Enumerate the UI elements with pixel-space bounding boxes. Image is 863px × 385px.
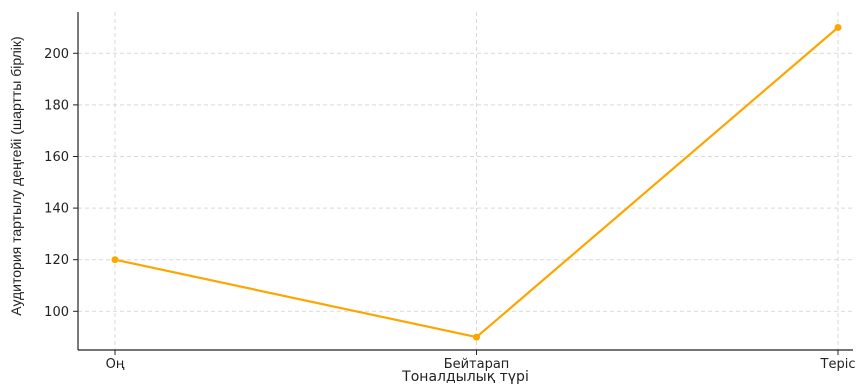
y-tick-label: 140 <box>44 202 69 217</box>
data-point <box>473 333 480 341</box>
y-tick-label: 100 <box>44 305 69 320</box>
y-tick-label: 120 <box>44 253 69 268</box>
x-axis-title: Тоналдылық түрі <box>401 369 529 385</box>
grid <box>78 12 853 350</box>
x-tick-label: Теріс <box>820 357 856 372</box>
x-axis-ticks: Оң Бейтарап Теріс <box>106 350 856 372</box>
y-tick-label: 180 <box>44 98 69 113</box>
y-axis-ticks: 100 120 140 160 180 200 <box>44 47 78 320</box>
y-tick-label: 200 <box>44 47 69 62</box>
y-axis-title: Аудитория тартылу деңгейі (шартты бірлік… <box>8 36 24 315</box>
data-point <box>111 256 119 264</box>
data-point <box>834 23 842 31</box>
series-line <box>111 23 842 341</box>
x-tick-label: Оң <box>106 357 125 372</box>
x-tick-label: Бейтарап <box>444 357 510 372</box>
axes <box>77 12 853 351</box>
y-tick-label: 160 <box>44 150 69 165</box>
